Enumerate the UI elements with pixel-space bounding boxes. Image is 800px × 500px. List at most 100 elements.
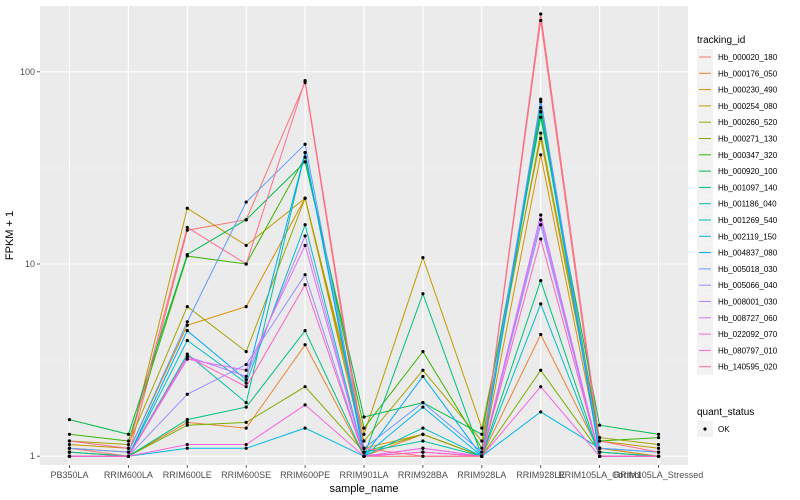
data-point	[126, 432, 130, 436]
data-point	[185, 446, 189, 450]
data-point	[421, 350, 425, 354]
y-axis-ticks: 1 10 100	[20, 67, 40, 461]
x-axis-ticks: PB350LA RRIM600LA RRIM600LE RRIM600SE RRIM60…	[50, 465, 703, 480]
data-point	[303, 79, 307, 83]
data-point	[480, 450, 484, 454]
data-point	[480, 454, 484, 458]
shape-legend-label: OK	[718, 425, 730, 434]
x-axis-title: sample_name	[329, 483, 398, 495]
data-point	[539, 131, 543, 135]
data-point	[244, 368, 248, 372]
data-point	[244, 405, 248, 409]
data-point	[362, 439, 366, 443]
data-point	[539, 278, 543, 283]
data-point	[303, 426, 307, 430]
data-point	[303, 234, 307, 238]
legend-label: Hb_004837_080	[718, 249, 778, 258]
legend-label: Hb_002119_150	[718, 232, 777, 241]
data-point	[67, 450, 72, 454]
x-tick-label: PB350LA	[50, 470, 88, 480]
legend-label: Hb_080797_010	[718, 346, 778, 355]
legend-label: Hb_001269_540	[718, 216, 778, 225]
data-point	[244, 385, 248, 389]
legend-label: Hb_000920_100	[718, 167, 778, 176]
data-point	[598, 423, 602, 427]
data-point	[539, 223, 543, 227]
data-point	[126, 442, 130, 447]
legend-label: Hb_000271_130	[718, 135, 778, 144]
data-point	[539, 106, 543, 110]
data-point	[303, 142, 307, 146]
data-point	[185, 352, 189, 356]
x-tick-label: RRIM105LA_Control	[558, 470, 641, 480]
data-point	[67, 432, 72, 436]
data-point	[539, 136, 543, 141]
data-point	[244, 243, 248, 247]
data-point	[539, 110, 543, 114]
data-point	[539, 332, 543, 337]
data-point	[539, 115, 543, 119]
data-point	[421, 432, 425, 436]
legend-label: Hb_005018_030	[718, 265, 778, 274]
legend-label: Hb_000260_520	[718, 118, 778, 127]
x-tick-label: RRIM928BA	[398, 470, 448, 480]
legend-label: Hb_001186_040	[718, 200, 777, 209]
data-point	[539, 97, 543, 101]
data-point	[480, 446, 484, 450]
data-point	[244, 381, 248, 385]
data-point	[362, 450, 366, 454]
data-point	[185, 442, 189, 447]
data-point	[539, 368, 543, 372]
data-point	[303, 150, 307, 155]
data-point	[244, 218, 248, 222]
data-point	[362, 454, 366, 458]
data-point	[244, 446, 248, 450]
x-tick-label: RRIM600SE	[221, 470, 271, 480]
data-point	[185, 225, 189, 230]
data-point	[303, 385, 307, 389]
data-point	[480, 426, 484, 430]
legend-label: Hb_000020_180	[718, 53, 778, 62]
data-point	[362, 426, 366, 430]
legend-label: Hb_022092_070	[718, 330, 778, 339]
data-point	[421, 454, 425, 458]
data-point	[185, 329, 189, 333]
data-point	[67, 418, 72, 422]
data-point	[598, 450, 602, 454]
data-point	[244, 442, 248, 447]
x-tick-label: RRIM901LA	[339, 470, 388, 480]
data-point	[185, 357, 189, 361]
x-tick-label: RRIM928LE	[516, 470, 565, 480]
data-point	[656, 442, 661, 447]
data-point	[244, 378, 248, 382]
y-tick-label: 100	[20, 67, 35, 77]
data-point	[303, 160, 307, 164]
data-point	[598, 439, 602, 443]
data-point	[67, 454, 72, 458]
data-point	[598, 435, 602, 440]
data-point	[244, 401, 248, 405]
data-point	[539, 18, 543, 23]
legend-label: Hb_000230_490	[718, 86, 778, 95]
data-point	[67, 446, 72, 450]
shape-legend-point	[703, 427, 707, 431]
data-point	[421, 292, 425, 296]
data-point	[656, 454, 661, 458]
x-tick-label: RRIM600LA	[104, 470, 153, 480]
data-point	[126, 454, 130, 458]
legend-label: Hb_008727_060	[718, 314, 778, 323]
data-point	[303, 155, 307, 159]
data-point	[362, 415, 366, 419]
data-point	[539, 385, 543, 389]
data-point	[303, 223, 307, 227]
data-point	[126, 439, 130, 443]
data-point	[244, 426, 248, 430]
data-point	[126, 450, 130, 454]
data-point	[539, 302, 543, 306]
data-point	[539, 12, 543, 16]
x-tick-label: RRIM928LA	[457, 470, 506, 480]
data-point	[126, 446, 130, 450]
data-point	[656, 446, 661, 450]
x-tick-label: RRIM600LE	[163, 470, 212, 480]
data-point	[480, 432, 484, 436]
